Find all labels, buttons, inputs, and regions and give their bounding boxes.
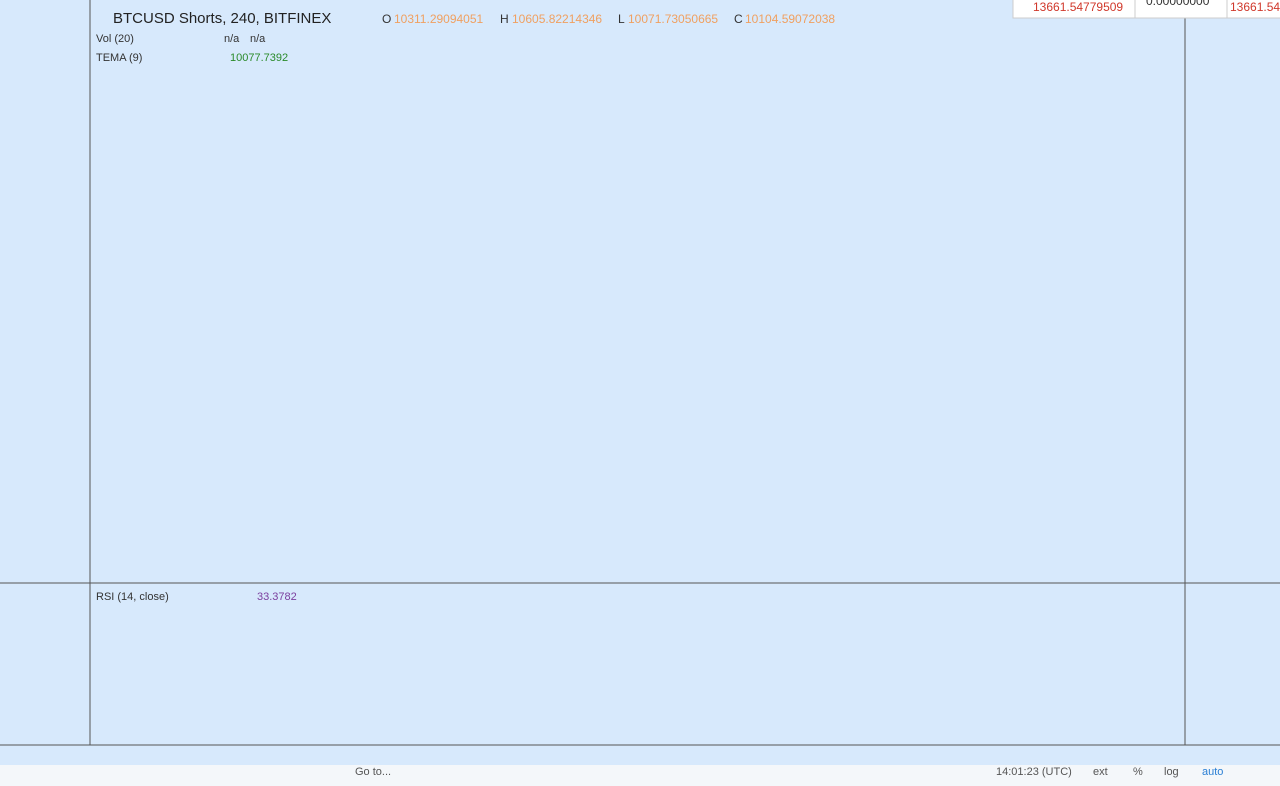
toolbar-bg (0, 765, 1280, 786)
chart-title: BTCUSD Shorts, 240, BITFINEX (113, 10, 331, 27)
legend-h-value: 10605.82214346 (512, 12, 602, 26)
tema-value: 10077.7392 (230, 52, 288, 64)
legend-l-value: 10071.73050665 (628, 12, 718, 26)
log-button[interactable]: log (1164, 766, 1179, 778)
goto-button[interactable]: Go to... (355, 766, 391, 778)
clock: 14:01:23 (UTC) (996, 766, 1072, 778)
legend-o: O (382, 12, 391, 26)
popup-price: 13661.54779509 (1033, 0, 1123, 14)
legend-o-value: 10311.29094051 (394, 12, 484, 26)
volume-value: n/a (224, 33, 240, 45)
popup-box (1226, 0, 1280, 19)
legend-l: L (618, 12, 625, 26)
tema-label[interactable]: TEMA (9) (96, 52, 142, 64)
percent-button[interactable]: % (1133, 766, 1143, 778)
volume-label[interactable]: Vol (20) (96, 33, 134, 45)
rsi-value: 33.3782 (257, 591, 297, 603)
popup-change: 0.00000000 (1146, 0, 1210, 8)
volume-value: n/a (250, 33, 266, 45)
ext-button[interactable]: ext (1093, 766, 1108, 778)
legend-c-value: 10104.59072038 (745, 12, 835, 26)
legend-h: H (500, 12, 509, 26)
popup-short: 13661.54 (1230, 0, 1280, 14)
rsi-label[interactable]: RSI (14, close) (96, 591, 169, 603)
auto-button[interactable]: auto (1202, 766, 1223, 778)
legend-c: C (734, 12, 743, 26)
